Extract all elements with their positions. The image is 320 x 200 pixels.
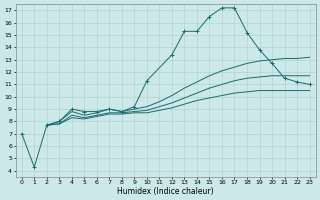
- X-axis label: Humidex (Indice chaleur): Humidex (Indice chaleur): [117, 187, 214, 196]
